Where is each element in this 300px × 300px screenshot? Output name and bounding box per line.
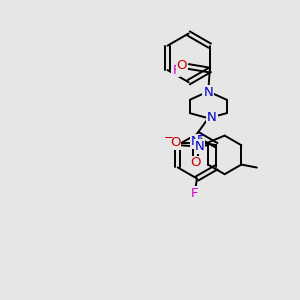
- Text: N: N: [207, 110, 217, 124]
- Text: O: O: [177, 59, 187, 72]
- Text: N: N: [190, 135, 200, 148]
- Text: N: N: [194, 140, 204, 153]
- Text: −: −: [164, 131, 174, 144]
- Text: F: F: [191, 187, 199, 200]
- Text: F: F: [172, 64, 179, 76]
- Text: O: O: [190, 156, 201, 170]
- Text: O: O: [170, 136, 181, 149]
- Text: +: +: [196, 131, 204, 141]
- Text: N: N: [203, 86, 213, 99]
